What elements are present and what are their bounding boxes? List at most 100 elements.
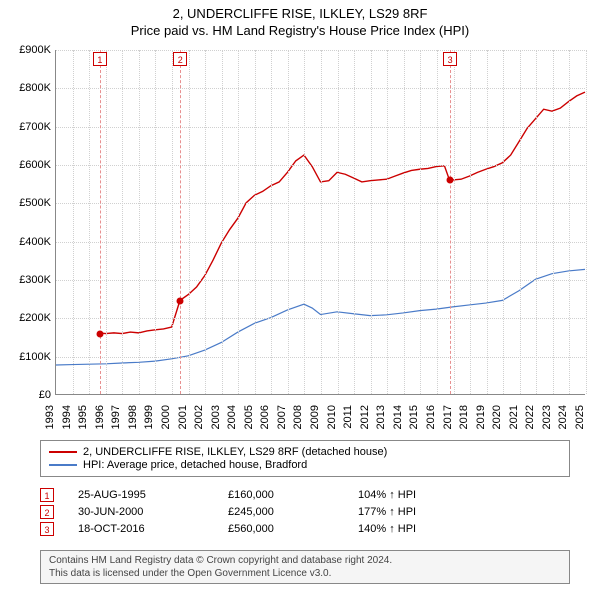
gridline-vertical <box>354 50 355 394</box>
gridline-vertical <box>404 50 405 394</box>
gridline-vertical <box>205 50 206 394</box>
gridline-vertical <box>503 50 504 394</box>
x-axis-tick-label: 2023 <box>541 405 553 429</box>
x-axis-tick-label: 2016 <box>425 405 437 429</box>
gridline-vertical <box>271 50 272 394</box>
event-marker-icon: 2 <box>40 505 54 519</box>
x-axis-tick-label: 2024 <box>557 405 569 429</box>
x-axis-tick-label: 1998 <box>127 405 139 429</box>
legend-swatch-icon <box>49 464 77 466</box>
x-axis-tick-label: 1994 <box>61 405 73 429</box>
gridline-vertical <box>122 50 123 394</box>
y-axis-tick-label: £300K <box>19 274 51 286</box>
gridline-vertical <box>139 50 140 394</box>
events-table: 1 25-AUG-1995 £160,000 104% ↑ HPI 2 30-J… <box>40 485 570 539</box>
gridline-vertical <box>487 50 488 394</box>
gridline-vertical <box>73 50 74 394</box>
x-axis-tick-label: 2019 <box>475 405 487 429</box>
x-axis-tick-label: 2002 <box>193 405 205 429</box>
gridline-vertical <box>238 50 239 394</box>
x-axis-tick-label: 2010 <box>326 405 338 429</box>
gridline-vertical <box>553 50 554 394</box>
x-axis-tick-label: 1995 <box>77 405 89 429</box>
chart-container: 2, UNDERCLIFFE RISE, ILKLEY, LS29 8RF Pr… <box>0 0 600 590</box>
event-vertical-line <box>180 50 181 394</box>
event-marker-icon: 1 <box>40 488 54 502</box>
event-row: 3 18-OCT-2016 £560,000 140% ↑ HPI <box>40 522 570 536</box>
gridline-vertical <box>155 50 156 394</box>
x-axis-tick-label: 2005 <box>243 405 255 429</box>
plot-area: £0£100K£200K£300K£400K£500K£600K£700K£80… <box>55 50 585 395</box>
event-price: £560,000 <box>228 523 358 535</box>
gridline-vertical <box>586 50 587 394</box>
title-area: 2, UNDERCLIFFE RISE, ILKLEY, LS29 8RF Pr… <box>0 0 600 40</box>
gridline-vertical <box>520 50 521 394</box>
x-axis-tick-label: 2009 <box>309 405 321 429</box>
x-axis-tick-label: 2013 <box>375 405 387 429</box>
event-pct: 140% ↑ HPI <box>358 523 570 535</box>
event-vertical-line <box>450 50 451 394</box>
event-row: 1 25-AUG-1995 £160,000 104% ↑ HPI <box>40 488 570 502</box>
x-axis-tick-label: 1997 <box>110 405 122 429</box>
x-axis-tick-label: 2017 <box>442 405 454 429</box>
x-axis-tick-label: 1996 <box>94 405 106 429</box>
y-axis-tick-label: £500K <box>19 197 51 209</box>
chart-title-address: 2, UNDERCLIFFE RISE, ILKLEY, LS29 8RF <box>0 6 600 21</box>
x-axis-tick-label: 2008 <box>292 405 304 429</box>
y-axis-tick-label: £200K <box>19 312 51 324</box>
x-axis-tick-label: 2014 <box>392 405 404 429</box>
gridline-vertical <box>288 50 289 394</box>
event-price: £245,000 <box>228 506 358 518</box>
legend-row: 2, UNDERCLIFFE RISE, ILKLEY, LS29 8RF (d… <box>49 446 561 458</box>
legend-label: HPI: Average price, detached house, Brad… <box>83 459 307 471</box>
x-axis-tick-label: 2006 <box>259 405 271 429</box>
gridline-vertical <box>470 50 471 394</box>
gridline-vertical <box>255 50 256 394</box>
legend-label: 2, UNDERCLIFFE RISE, ILKLEY, LS29 8RF (d… <box>83 446 387 458</box>
gridline-vertical <box>172 50 173 394</box>
y-axis-tick-label: £100K <box>19 351 51 363</box>
gridline-vertical <box>106 50 107 394</box>
event-point-icon <box>447 177 454 184</box>
legend-row: HPI: Average price, detached house, Brad… <box>49 459 561 471</box>
x-axis-tick-label: 2000 <box>160 405 172 429</box>
x-axis-tick-label: 2021 <box>508 405 520 429</box>
chart-title-subtitle: Price paid vs. HM Land Registry's House … <box>0 23 600 38</box>
gridline-vertical <box>304 50 305 394</box>
gridline-vertical <box>536 50 537 394</box>
footer-attribution: Contains HM Land Registry data © Crown c… <box>40 550 570 584</box>
y-axis-tick-label: £600K <box>19 159 51 171</box>
y-axis-tick-label: £800K <box>19 82 51 94</box>
gridline-vertical <box>222 50 223 394</box>
gridline-vertical <box>89 50 90 394</box>
x-axis-tick-label: 2001 <box>177 405 189 429</box>
x-axis-tick-label: 2012 <box>359 405 371 429</box>
event-marker-icon: 3 <box>443 52 457 66</box>
event-date: 18-OCT-2016 <box>78 523 228 535</box>
event-pct: 177% ↑ HPI <box>358 506 570 518</box>
event-marker-icon: 2 <box>173 52 187 66</box>
x-axis-tick-label: 2018 <box>458 405 470 429</box>
footer-line: Contains HM Land Registry data © Crown c… <box>49 554 561 567</box>
x-axis-tick-label: 1993 <box>44 405 56 429</box>
event-date: 30-JUN-2000 <box>78 506 228 518</box>
event-point-icon <box>177 298 184 305</box>
x-axis-tick-label: 2004 <box>226 405 238 429</box>
event-date: 25-AUG-1995 <box>78 489 228 501</box>
gridline-vertical <box>371 50 372 394</box>
legend-box: 2, UNDERCLIFFE RISE, ILKLEY, LS29 8RF (d… <box>40 440 570 477</box>
event-vertical-line <box>100 50 101 394</box>
gridline-vertical <box>569 50 570 394</box>
event-price: £160,000 <box>228 489 358 501</box>
gridline-vertical <box>387 50 388 394</box>
event-pct: 104% ↑ HPI <box>358 489 570 501</box>
y-axis-tick-label: £900K <box>19 44 51 56</box>
gridline-vertical <box>321 50 322 394</box>
y-axis-tick-label: £700K <box>19 121 51 133</box>
gridline-vertical <box>454 50 455 394</box>
footer-line: This data is licensed under the Open Gov… <box>49 567 561 580</box>
x-axis-tick-label: 2011 <box>342 405 354 429</box>
x-axis-tick-label: 2015 <box>408 405 420 429</box>
gridline-vertical <box>437 50 438 394</box>
legend-swatch-icon <box>49 451 77 453</box>
